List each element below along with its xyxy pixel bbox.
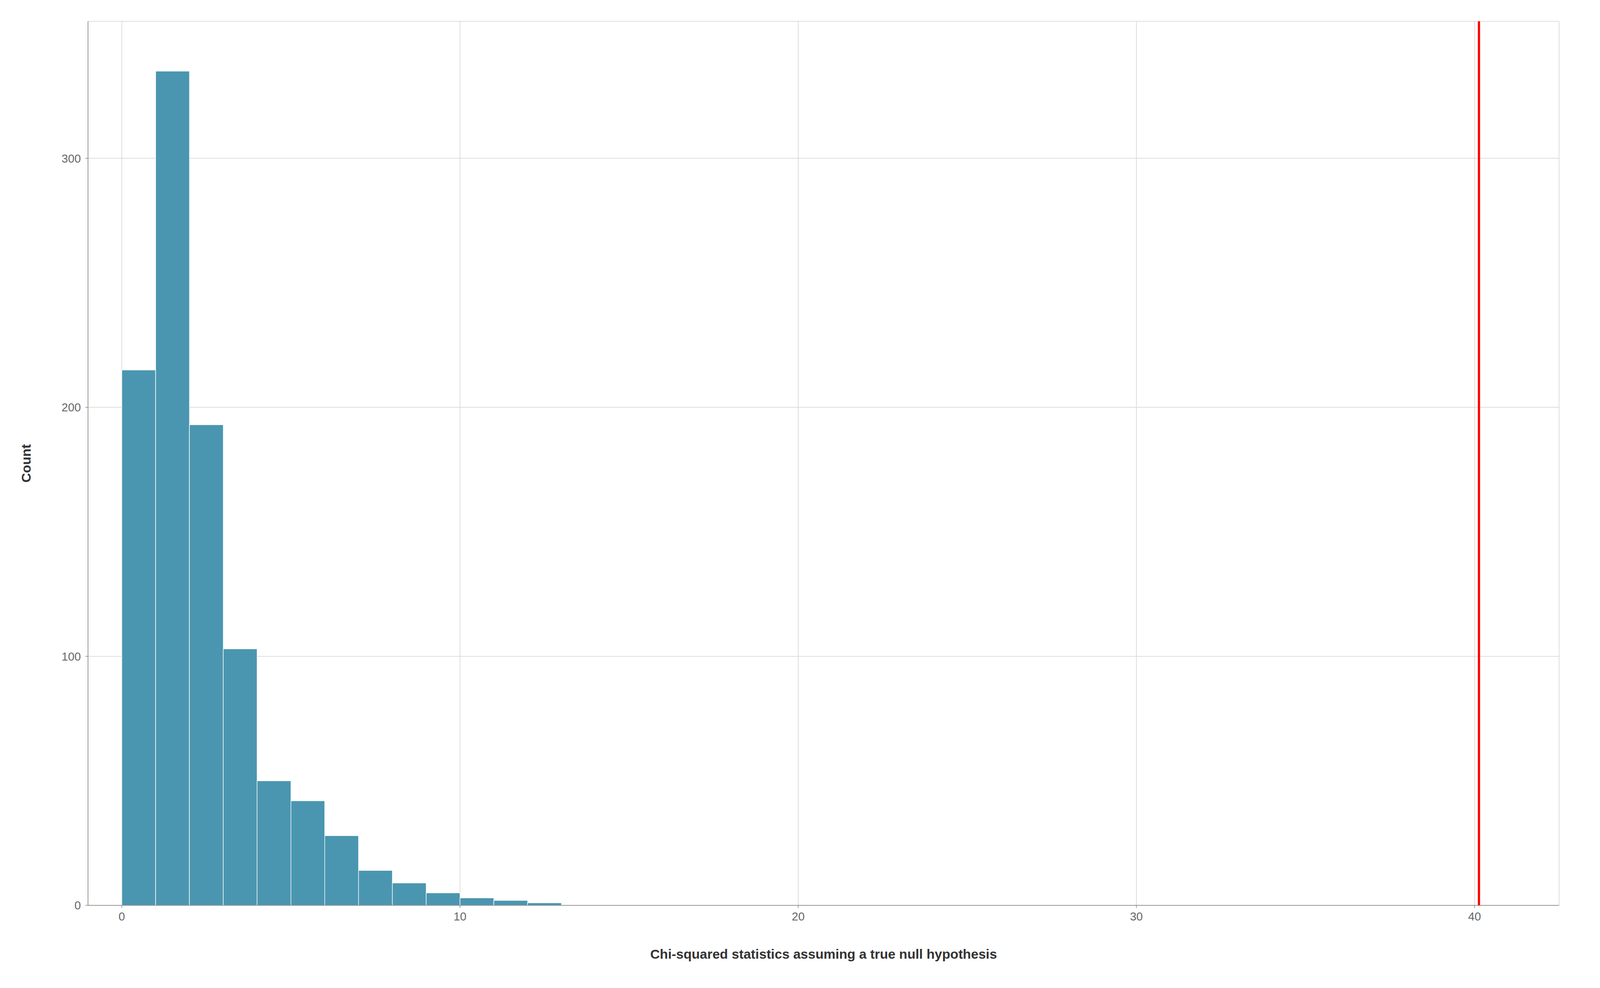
svg-text:0: 0 (74, 899, 81, 913)
svg-text:200: 200 (61, 400, 81, 415)
svg-text:30: 30 (1129, 910, 1143, 924)
svg-text:100: 100 (61, 650, 81, 664)
svg-text:300: 300 (61, 152, 81, 166)
svg-text:Count: Count (18, 444, 34, 484)
svg-text:0: 0 (118, 910, 125, 924)
svg-text:10: 10 (453, 910, 467, 924)
svg-text:Chi-squared statistics assumin: Chi-squared statistics assuming a true n… (650, 947, 997, 962)
svg-text:40: 40 (1468, 910, 1481, 924)
svg-text:20: 20 (791, 910, 805, 924)
